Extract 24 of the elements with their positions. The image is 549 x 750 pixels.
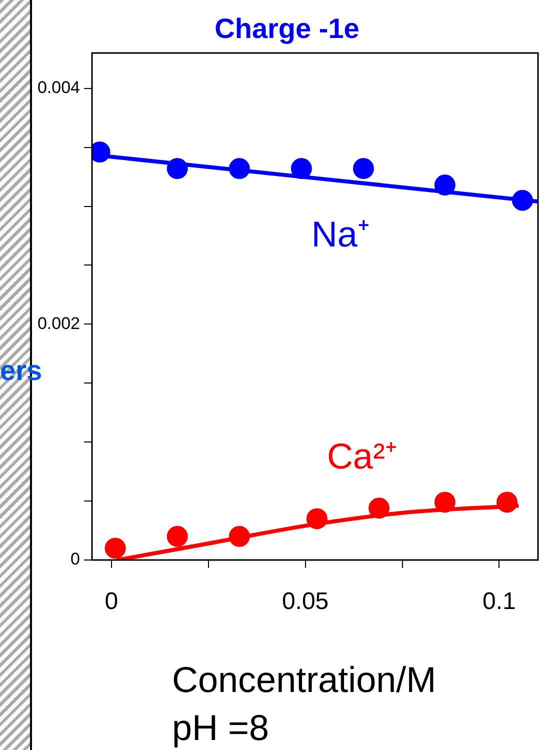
point <box>352 158 374 180</box>
point <box>496 492 518 513</box>
series-label: Na⁺ <box>311 214 370 255</box>
x-tick-label: 0.05 <box>282 588 329 616</box>
x-axis-title: Concentration/M <box>172 659 436 700</box>
y-tick-label: 0 <box>70 550 80 569</box>
chart-title: Charge -1e <box>214 13 360 44</box>
series-label: Ca²⁺ <box>326 436 397 477</box>
point <box>512 190 533 211</box>
point <box>166 526 188 547</box>
y-tick-label: 0.004 <box>37 78 80 98</box>
point <box>290 158 312 180</box>
point <box>368 498 390 519</box>
point <box>166 158 188 180</box>
point <box>228 158 250 180</box>
point <box>228 526 250 547</box>
x-tick-label: 0.1 <box>482 588 516 616</box>
x-tick-label: 0 <box>104 588 118 616</box>
text: pH =8 <box>172 707 270 748</box>
point <box>306 508 328 530</box>
y-tick-label: 0.002 <box>37 314 80 333</box>
point <box>434 174 456 196</box>
point <box>434 492 456 513</box>
point <box>104 538 126 559</box>
